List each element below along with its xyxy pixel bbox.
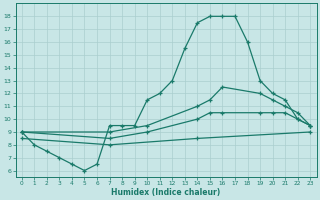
X-axis label: Humidex (Indice chaleur): Humidex (Indice chaleur) [111,188,221,197]
